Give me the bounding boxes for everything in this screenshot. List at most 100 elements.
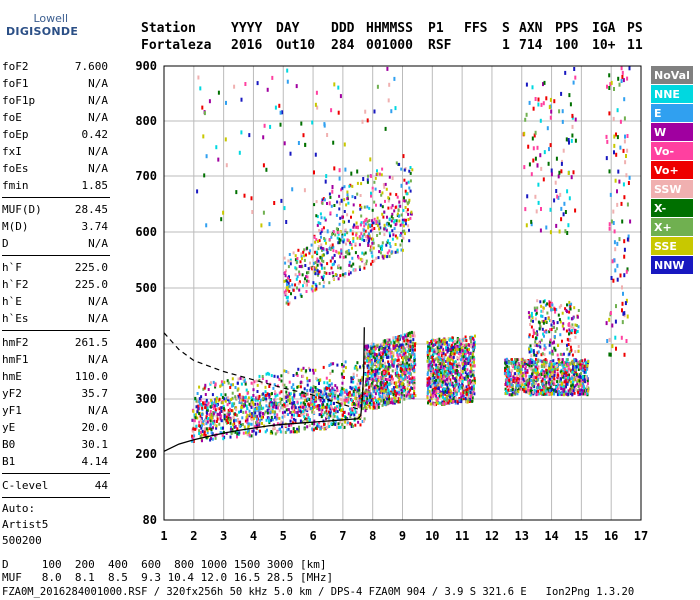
echo-point bbox=[452, 365, 454, 369]
echo-point bbox=[268, 407, 271, 411]
echo-point bbox=[341, 413, 344, 417]
echo-point bbox=[407, 212, 410, 216]
echo-point bbox=[394, 382, 397, 386]
echo-point bbox=[297, 414, 300, 417]
echo-point bbox=[408, 186, 411, 190]
echo-point bbox=[513, 376, 516, 380]
echo-point bbox=[389, 351, 392, 355]
echo-point bbox=[381, 395, 384, 399]
echo-point bbox=[458, 348, 461, 351]
echo-point bbox=[373, 180, 376, 184]
echo-point bbox=[466, 348, 469, 352]
echo-point bbox=[391, 357, 394, 361]
echo-point bbox=[579, 388, 582, 392]
echo-point bbox=[458, 344, 461, 347]
echo-point bbox=[547, 372, 550, 376]
echo-point bbox=[448, 355, 451, 359]
echo-point bbox=[470, 340, 472, 344]
echo-point bbox=[410, 345, 413, 349]
echo-point bbox=[556, 393, 559, 397]
echo-point bbox=[373, 362, 376, 366]
echo-point bbox=[369, 223, 372, 227]
echo-point bbox=[426, 353, 429, 357]
echo-point bbox=[269, 392, 272, 396]
echo-point bbox=[374, 398, 377, 402]
echo-point bbox=[298, 272, 301, 276]
echo-point bbox=[542, 370, 545, 374]
echo-point bbox=[577, 345, 580, 348]
echo-point bbox=[321, 248, 323, 252]
echo-point bbox=[388, 395, 390, 398]
echo-point bbox=[266, 428, 268, 432]
echo-point bbox=[441, 400, 444, 404]
echo-point bbox=[433, 376, 436, 380]
echo-point bbox=[364, 251, 367, 255]
echo-point bbox=[244, 395, 247, 399]
echo-point bbox=[256, 420, 259, 424]
echo-point bbox=[381, 372, 384, 376]
echo-point bbox=[534, 381, 537, 385]
echo-point bbox=[381, 205, 384, 209]
echo-point bbox=[198, 402, 201, 406]
echo-point bbox=[329, 371, 332, 375]
echo-point bbox=[392, 344, 395, 348]
echo-point bbox=[259, 414, 262, 418]
echo-point bbox=[285, 301, 288, 305]
echo-point bbox=[260, 416, 263, 420]
echo-point bbox=[462, 397, 465, 401]
echo-point bbox=[384, 382, 387, 386]
echo-point bbox=[304, 277, 306, 281]
echo-point bbox=[452, 370, 455, 374]
echo-point bbox=[464, 335, 467, 339]
echo-point bbox=[350, 380, 353, 384]
echo-point bbox=[468, 394, 471, 398]
echo-point bbox=[450, 354, 453, 358]
echo-point bbox=[344, 167, 347, 172]
echo-point bbox=[461, 356, 464, 360]
echo-point bbox=[220, 409, 223, 413]
echo-point bbox=[215, 414, 218, 418]
echo-point bbox=[447, 366, 450, 370]
echo-point bbox=[559, 377, 562, 381]
echo-point bbox=[197, 75, 200, 80]
echo-point bbox=[252, 413, 255, 417]
echo-point bbox=[445, 369, 448, 373]
echo-point bbox=[566, 358, 569, 362]
echo-point bbox=[306, 407, 309, 411]
echo-point bbox=[281, 411, 284, 415]
echo-point bbox=[575, 331, 578, 335]
echo-point bbox=[398, 336, 401, 340]
echo-point bbox=[413, 342, 416, 346]
echo-point bbox=[305, 417, 308, 421]
echo-point bbox=[430, 365, 433, 369]
echo-point bbox=[401, 361, 404, 364]
echo-point bbox=[413, 361, 416, 365]
echo-point bbox=[426, 371, 429, 375]
echo-point bbox=[426, 373, 429, 376]
echo-point bbox=[263, 394, 266, 398]
echo-point bbox=[549, 328, 552, 332]
echo-point bbox=[346, 421, 349, 424]
echo-point bbox=[216, 404, 218, 408]
echo-point bbox=[575, 388, 577, 391]
echo-point bbox=[558, 360, 561, 364]
echo-point bbox=[383, 371, 386, 374]
echo-point bbox=[320, 243, 323, 247]
echo-point bbox=[310, 402, 313, 406]
echo-point bbox=[456, 340, 459, 344]
echo-point bbox=[385, 341, 387, 345]
echo-point bbox=[568, 332, 570, 336]
echo-point bbox=[392, 364, 395, 368]
echo-point bbox=[434, 383, 437, 387]
echo-point bbox=[316, 263, 319, 267]
echo-point bbox=[560, 387, 563, 391]
echo-point bbox=[438, 401, 441, 405]
echo-point bbox=[444, 338, 447, 342]
echo-point bbox=[374, 176, 377, 180]
echo-point bbox=[396, 248, 399, 252]
echo-point bbox=[348, 263, 351, 267]
echo-point bbox=[397, 358, 400, 362]
echo-point bbox=[562, 393, 565, 397]
echo-point bbox=[365, 218, 368, 222]
echo-point bbox=[430, 393, 433, 397]
